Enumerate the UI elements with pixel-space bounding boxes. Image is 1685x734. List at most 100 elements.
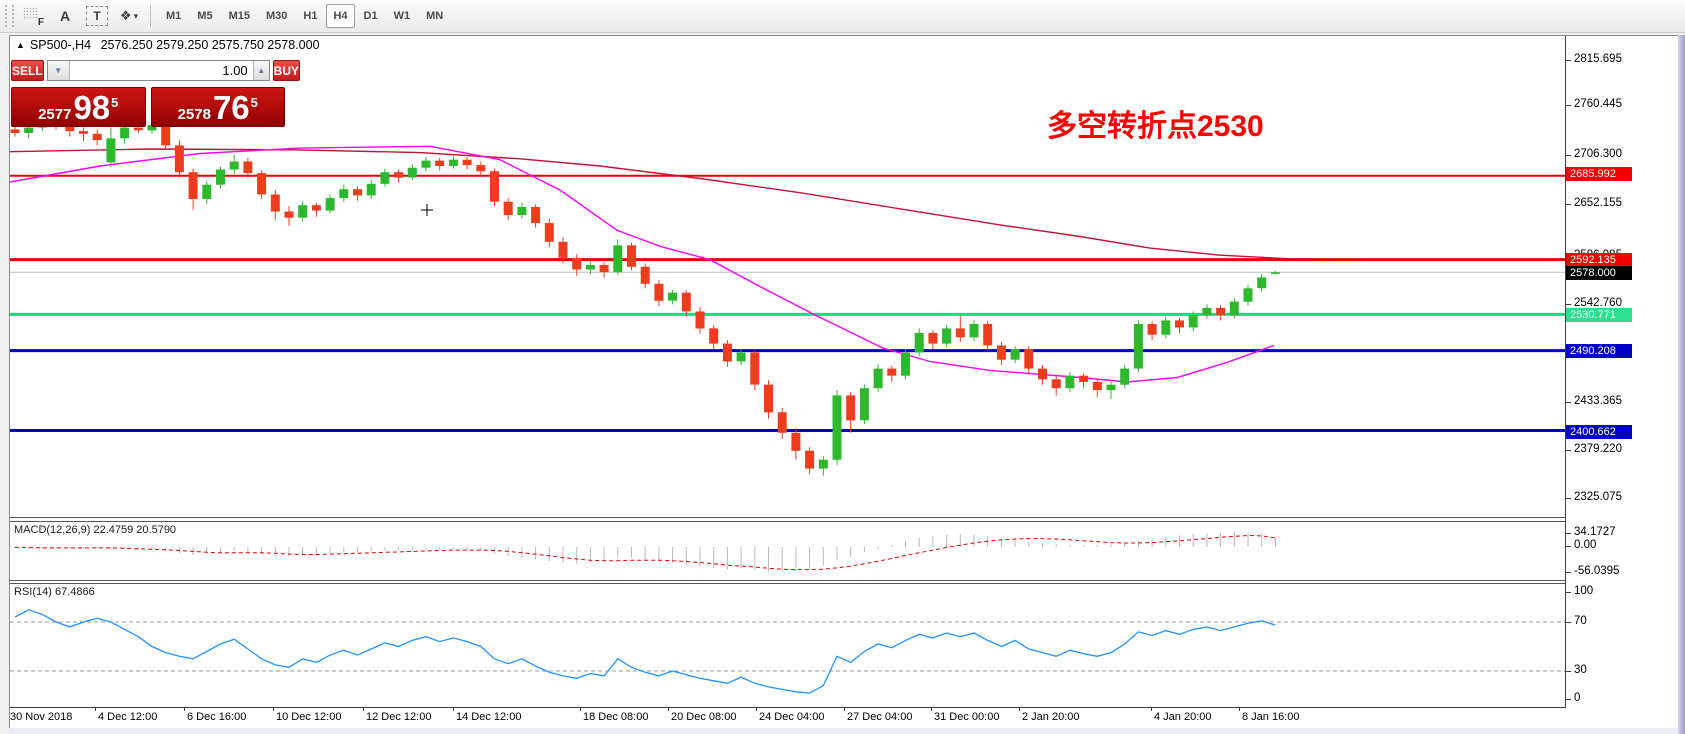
candle-body xyxy=(394,172,404,178)
candle-body xyxy=(750,352,760,385)
candle-body xyxy=(325,198,335,211)
candle-body xyxy=(353,189,362,196)
candle-body xyxy=(407,167,417,178)
time-tick-label: 6 Dec 16:00 xyxy=(187,711,247,723)
candle-body xyxy=(476,165,486,172)
candle-body xyxy=(668,292,678,301)
timeframe-m15[interactable]: M15 xyxy=(228,10,250,22)
macd-signal-line[interactable] xyxy=(15,534,1276,571)
chart-window xyxy=(9,35,1678,734)
volume-decrease-button[interactable]: ▼ xyxy=(47,61,70,80)
candle-body xyxy=(846,395,856,421)
chart-grid-f-icon[interactable]: F xyxy=(19,3,47,29)
price-tick-label: 2815.695 xyxy=(1574,53,1622,65)
candle-body xyxy=(1079,375,1089,382)
candle-body xyxy=(298,205,308,218)
time-tick xyxy=(363,707,364,711)
price-line-badge: 2490.208 xyxy=(1566,344,1632,358)
timeframe-m5[interactable]: M5 xyxy=(197,10,213,22)
candle-body xyxy=(914,332,924,353)
text-label-tool-icon[interactable]: A xyxy=(59,8,71,24)
candle-body xyxy=(942,328,952,344)
candle-body xyxy=(572,257,582,270)
timeframe-mn[interactable]: MN xyxy=(426,10,444,22)
grid-f-glyph: F xyxy=(37,17,44,28)
sell-button[interactable]: SELL xyxy=(11,60,44,81)
buy-button[interactable]: BUY xyxy=(272,60,301,81)
candle-body xyxy=(955,328,965,338)
collapse-arrow-icon[interactable]: ▲ xyxy=(16,40,25,50)
candle-body xyxy=(462,159,472,166)
buy-price-prefix: 2578 xyxy=(177,106,211,123)
time-tick-label: 2 Jan 20:00 xyxy=(1022,711,1080,723)
candle-body xyxy=(270,194,280,212)
sell-price-big: 98 xyxy=(73,89,111,126)
panel-divider-macd-rsi[interactable] xyxy=(10,580,1566,584)
timeframe-m30[interactable]: M30 xyxy=(265,10,288,22)
candle-body xyxy=(558,241,568,258)
macd-indicator-canvas[interactable] xyxy=(10,522,1566,580)
candle-body xyxy=(1147,324,1157,335)
candle-body xyxy=(202,184,212,199)
candle-body xyxy=(599,265,609,273)
timeframe-h4[interactable]: H4 xyxy=(326,4,355,28)
time-tick-label: 18 Dec 08:00 xyxy=(583,711,649,723)
time-tick xyxy=(184,707,185,711)
price-line-badge: 2592.135 xyxy=(1566,253,1632,267)
indicator-tick-label: 30 xyxy=(1574,664,1587,676)
timeframe-h1[interactable]: H1 xyxy=(303,10,318,22)
candle-body xyxy=(1010,349,1020,360)
time-tick xyxy=(580,707,581,711)
timeframe-d1[interactable]: D1 xyxy=(363,10,378,22)
drawing-objects-icon[interactable]: ❖ ▾ xyxy=(119,8,139,23)
window-bottom-edge xyxy=(9,728,1678,734)
sell-price-tile[interactable]: 2577 98 5 xyxy=(11,87,146,127)
candle-body xyxy=(1270,272,1280,274)
candle-body xyxy=(421,160,431,168)
time-tick-label: 4 Jan 20:00 xyxy=(1154,711,1212,723)
price-tick-label: 2325.075 xyxy=(1574,491,1622,503)
candle-body xyxy=(1202,307,1212,315)
main-price-chart-canvas[interactable] xyxy=(10,36,1566,517)
crosshair-marker xyxy=(421,204,433,216)
horizontal-lines xyxy=(10,174,1565,432)
candle-body xyxy=(709,328,719,344)
candle-body xyxy=(380,172,390,184)
candle-body xyxy=(490,171,499,202)
ma-fast-line[interactable] xyxy=(10,145,1275,383)
buy-price-tile[interactable]: 2578 76 5 xyxy=(150,87,285,127)
toolbar-drag-handle[interactable] xyxy=(5,5,14,27)
rsi-indicator-canvas[interactable] xyxy=(10,584,1566,707)
candle-body xyxy=(544,223,554,242)
price-tick-label: 2542.760 xyxy=(1574,297,1622,309)
timeframe-button-group: M1 M5 M15 M30 H1 H4 D1 W1 MN xyxy=(158,4,451,28)
toolbar: F A T ❖ ▾ M1 M5 M15 M30 H1 H4 D1 W1 MN xyxy=(0,0,1685,33)
ma-slow-line[interactable] xyxy=(10,148,1361,261)
time-tick-label: 27 Dec 04:00 xyxy=(847,711,913,723)
candle-body xyxy=(1092,382,1102,390)
candle-body xyxy=(24,127,34,133)
candle-body xyxy=(627,245,636,267)
price-tick xyxy=(1566,498,1571,499)
candle-body xyxy=(777,412,787,433)
candle-body xyxy=(284,211,294,218)
candle-body xyxy=(613,245,623,273)
volume-increase-button[interactable]: ▲ xyxy=(252,61,269,80)
candle-body xyxy=(969,324,979,338)
text-box-tool-icon[interactable]: T xyxy=(83,3,111,29)
rsi-line[interactable] xyxy=(14,609,1276,694)
panel-divider-main-macd[interactable] xyxy=(10,517,1566,522)
volume-input[interactable] xyxy=(69,61,253,80)
time-tick-label: 12 Dec 12:00 xyxy=(366,711,432,723)
chinese-annotation-text: 多空转折点2530 xyxy=(1047,110,1264,143)
candle-body xyxy=(1216,307,1226,315)
time-tick-label: 8 Jan 16:00 xyxy=(1242,711,1300,723)
indicator-tick xyxy=(1566,592,1571,593)
time-tick-label: 14 Dec 12:00 xyxy=(456,711,522,723)
timeframe-m1[interactable]: M1 xyxy=(166,10,182,22)
time-tick xyxy=(95,707,96,711)
sell-price-prefix: 2577 xyxy=(38,106,72,123)
timeframe-w1[interactable]: W1 xyxy=(393,10,411,22)
candle-body xyxy=(887,368,897,376)
time-tick-label: 31 Dec 00:00 xyxy=(934,711,1000,723)
